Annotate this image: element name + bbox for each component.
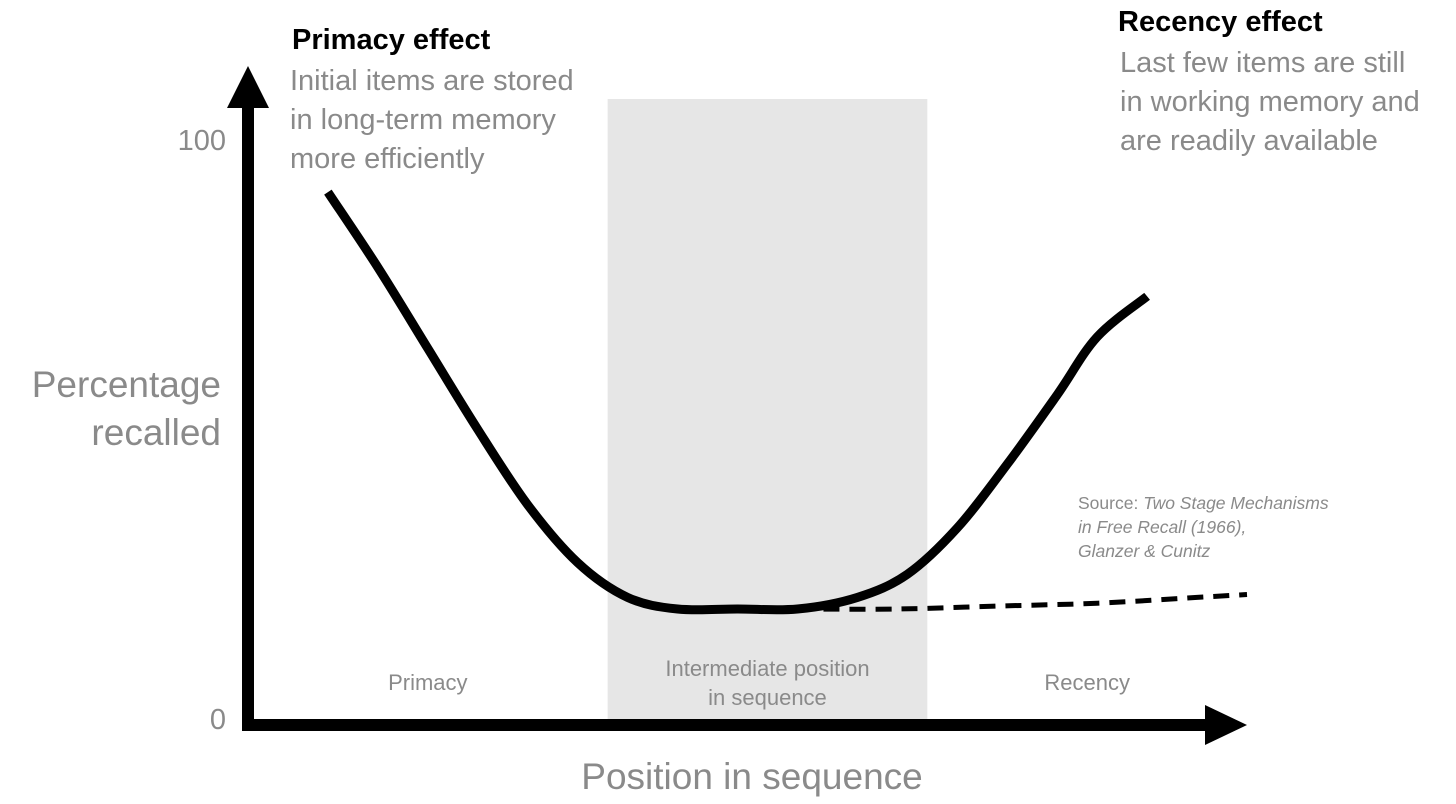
y-axis-label-line-2: recalled [91,412,221,453]
y-tick-label-0: 0 [210,704,226,736]
source-prefix: Source: [1078,493,1143,513]
y-axis-label-line-1: Percentage [32,364,221,405]
recency-text-line-3: are readily available [1120,125,1378,157]
y-axis-arrowhead [227,66,269,108]
region-label-2-line-1: Recency [1044,670,1130,695]
primacy-text-line-2: in long-term memory [290,104,556,136]
source-line-3: Glanzer & Cunitz [1078,541,1211,561]
shaded-region-1 [607,99,928,720]
region-label-1-line-1: Intermediate position [665,656,869,681]
region-labels-layer: Primacy Intermediate position in sequence R… [388,656,1130,710]
dashed-series-line [797,592,1248,612]
source-line-2: in Free Recall (1966), [1078,517,1246,537]
source-title-part-1: Two Stage Mechanisms [1143,493,1329,513]
y-tick-label-100: 100 [178,125,226,157]
axes-layer [227,66,1247,745]
recency-heading: Recency effect [1118,6,1323,38]
region-label-0-line-1: Primacy [388,670,467,695]
recency-annotation: Recency effect Last few items are still … [1118,6,1420,157]
recall-curve-line [324,189,1150,615]
primacy-heading: Primacy effect [292,24,491,56]
primacy-annotation: Primacy effect Initial items are stored … [290,24,574,175]
primacy-text-line-1: Initial items are stored [290,65,574,97]
region-label-1-line-2: in sequence [708,685,827,710]
x-axis-arrowhead [1205,705,1247,745]
regions-layer [607,99,928,720]
series-layer [324,189,1248,615]
source-note: Source: Two Stage Mechanisms in Free Rec… [1078,493,1329,561]
recency-text-line-1: Last few items are still [1120,47,1405,79]
x-axis-label: Position in sequence [581,756,922,797]
y-ticks-layer: 100 0 [178,125,226,736]
primacy-text-line-3: more efficiently [290,143,485,175]
source-line-1: Source: Two Stage Mechanisms [1078,493,1329,513]
recency-text-line-2: in working memory and [1120,86,1420,118]
